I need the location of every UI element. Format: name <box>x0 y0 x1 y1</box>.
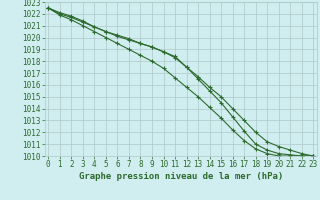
X-axis label: Graphe pression niveau de la mer (hPa): Graphe pression niveau de la mer (hPa) <box>79 172 283 181</box>
